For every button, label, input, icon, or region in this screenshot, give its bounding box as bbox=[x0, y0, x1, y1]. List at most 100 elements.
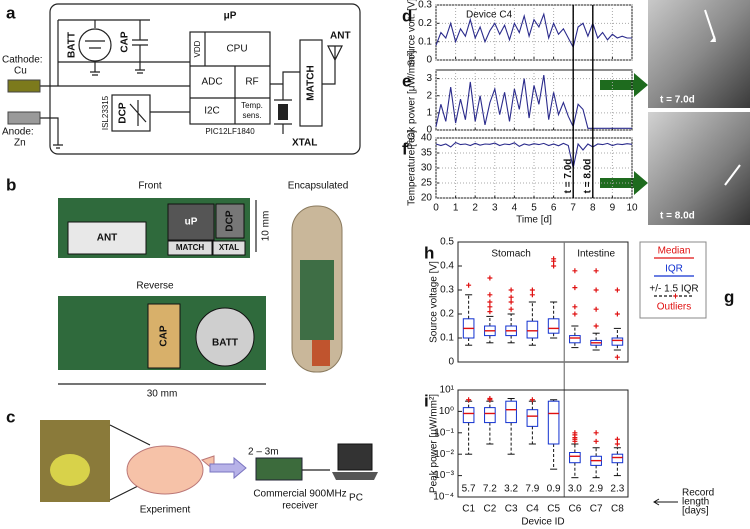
panel-label: g bbox=[724, 287, 734, 306]
y-axis-label: Source volt. [V] bbox=[407, 0, 418, 66]
outlier bbox=[466, 282, 472, 288]
label: DCP bbox=[225, 210, 236, 231]
x-tick-label: 7 bbox=[570, 203, 576, 214]
outlier bbox=[614, 436, 620, 442]
box bbox=[547, 318, 560, 334]
y-axis-label: Source voltage [V] bbox=[429, 261, 440, 343]
panel-label: i bbox=[424, 391, 429, 410]
panel-a: a BATT CAP μP VDD CPU ADC RF I2C Temp. s… bbox=[2, 3, 361, 155]
y-tick-label: 0.3 bbox=[440, 285, 454, 296]
outlier bbox=[487, 396, 493, 402]
y-tick-label: 0.2 bbox=[440, 309, 454, 320]
anode-electrode bbox=[7, 111, 41, 125]
component bbox=[167, 240, 213, 256]
device-outline bbox=[49, 3, 361, 155]
outlier bbox=[593, 268, 599, 274]
outlier bbox=[529, 397, 535, 403]
match-block bbox=[299, 39, 323, 127]
label: CPU bbox=[226, 44, 247, 55]
capsule-electrode bbox=[312, 340, 330, 366]
pointer-arrow bbox=[724, 164, 741, 186]
record-length: 2.3 bbox=[610, 484, 624, 495]
label: PC bbox=[349, 493, 363, 504]
outlier bbox=[551, 263, 557, 269]
record-length: 5.7 bbox=[462, 484, 476, 495]
group-label: Intestine bbox=[577, 249, 615, 260]
label: XTAL bbox=[292, 138, 317, 149]
x-tick-label: 3 bbox=[492, 203, 498, 214]
outlier bbox=[593, 438, 599, 444]
y-tick-label: 10⁻² bbox=[434, 449, 454, 460]
outlier bbox=[593, 430, 599, 436]
y-tick-label: 10⁻³ bbox=[434, 470, 454, 481]
photo-detail bbox=[50, 454, 90, 486]
x-tick-label: 10 bbox=[626, 203, 638, 214]
image-label: t = 8.0d bbox=[660, 211, 695, 222]
legend-label: IQR bbox=[665, 264, 683, 275]
outlier bbox=[487, 304, 493, 310]
outlier bbox=[529, 287, 535, 293]
mcu-block bbox=[189, 31, 271, 125]
outlier bbox=[593, 323, 599, 329]
legend-swatch bbox=[673, 293, 678, 299]
label: I2C bbox=[204, 106, 220, 117]
x-tick-label: 8 bbox=[590, 203, 596, 214]
record-title: length bbox=[682, 497, 709, 508]
box bbox=[526, 409, 539, 427]
label: DCP bbox=[118, 102, 129, 123]
label: Reverse bbox=[136, 281, 174, 292]
laptop-base bbox=[332, 472, 378, 480]
outlier bbox=[593, 287, 599, 293]
x-tick-label: 6 bbox=[551, 203, 557, 214]
box bbox=[611, 337, 624, 346]
box bbox=[526, 320, 539, 339]
label: BATT bbox=[67, 32, 78, 58]
arrow bbox=[209, 456, 247, 480]
component bbox=[167, 203, 215, 241]
group-label: Stomach bbox=[491, 249, 530, 260]
wires bbox=[40, 19, 336, 135]
battery bbox=[195, 307, 255, 367]
outlier bbox=[572, 304, 578, 310]
crystal-leads bbox=[274, 99, 292, 134]
x-axis-label: Time [d] bbox=[516, 215, 552, 226]
panel-label: b bbox=[6, 175, 16, 194]
label: ISL23315 bbox=[101, 95, 110, 130]
xray-image bbox=[648, 0, 750, 108]
pointer-arrow-head bbox=[710, 36, 716, 42]
label: BATT bbox=[212, 338, 238, 349]
component bbox=[147, 303, 181, 369]
outlier bbox=[572, 430, 578, 436]
record-length: 7.2 bbox=[483, 484, 497, 495]
panel-label: h bbox=[424, 243, 434, 262]
y-tick-label: 0.5 bbox=[440, 237, 454, 248]
outlier bbox=[487, 299, 493, 305]
panel-c: c Experiment 2 – 3m Commercial 900MHz re… bbox=[6, 407, 378, 516]
receiver bbox=[255, 457, 303, 481]
y-tick-label: 30 bbox=[421, 163, 433, 174]
outlier bbox=[572, 285, 578, 291]
label: ANT bbox=[330, 31, 351, 42]
y-tick-label: 10⁰ bbox=[439, 406, 454, 417]
label: VDD bbox=[193, 40, 202, 57]
y-tick-label: 10⁻⁴ bbox=[433, 492, 454, 503]
time-marker-label: t = 8.0d bbox=[582, 159, 593, 194]
outlier bbox=[572, 311, 578, 317]
x-tick-label: 2 bbox=[472, 203, 478, 214]
y-tick-label: 1 bbox=[426, 107, 432, 118]
box bbox=[569, 335, 581, 344]
label: XTAL bbox=[219, 243, 239, 252]
y-tick-label: 0 bbox=[426, 125, 432, 136]
label: Commercial 900MHz bbox=[253, 489, 346, 500]
outlier bbox=[551, 256, 557, 262]
symbols bbox=[53, 20, 148, 149]
mcu-divisions bbox=[190, 32, 270, 124]
x-tick-label: 5 bbox=[531, 203, 537, 214]
x-tick-label: C7 bbox=[590, 504, 603, 515]
y-axis-label: Temperature [°C] bbox=[407, 130, 418, 206]
label: μP bbox=[224, 11, 237, 22]
component bbox=[67, 221, 147, 255]
label: 2 – 3m bbox=[248, 447, 279, 458]
